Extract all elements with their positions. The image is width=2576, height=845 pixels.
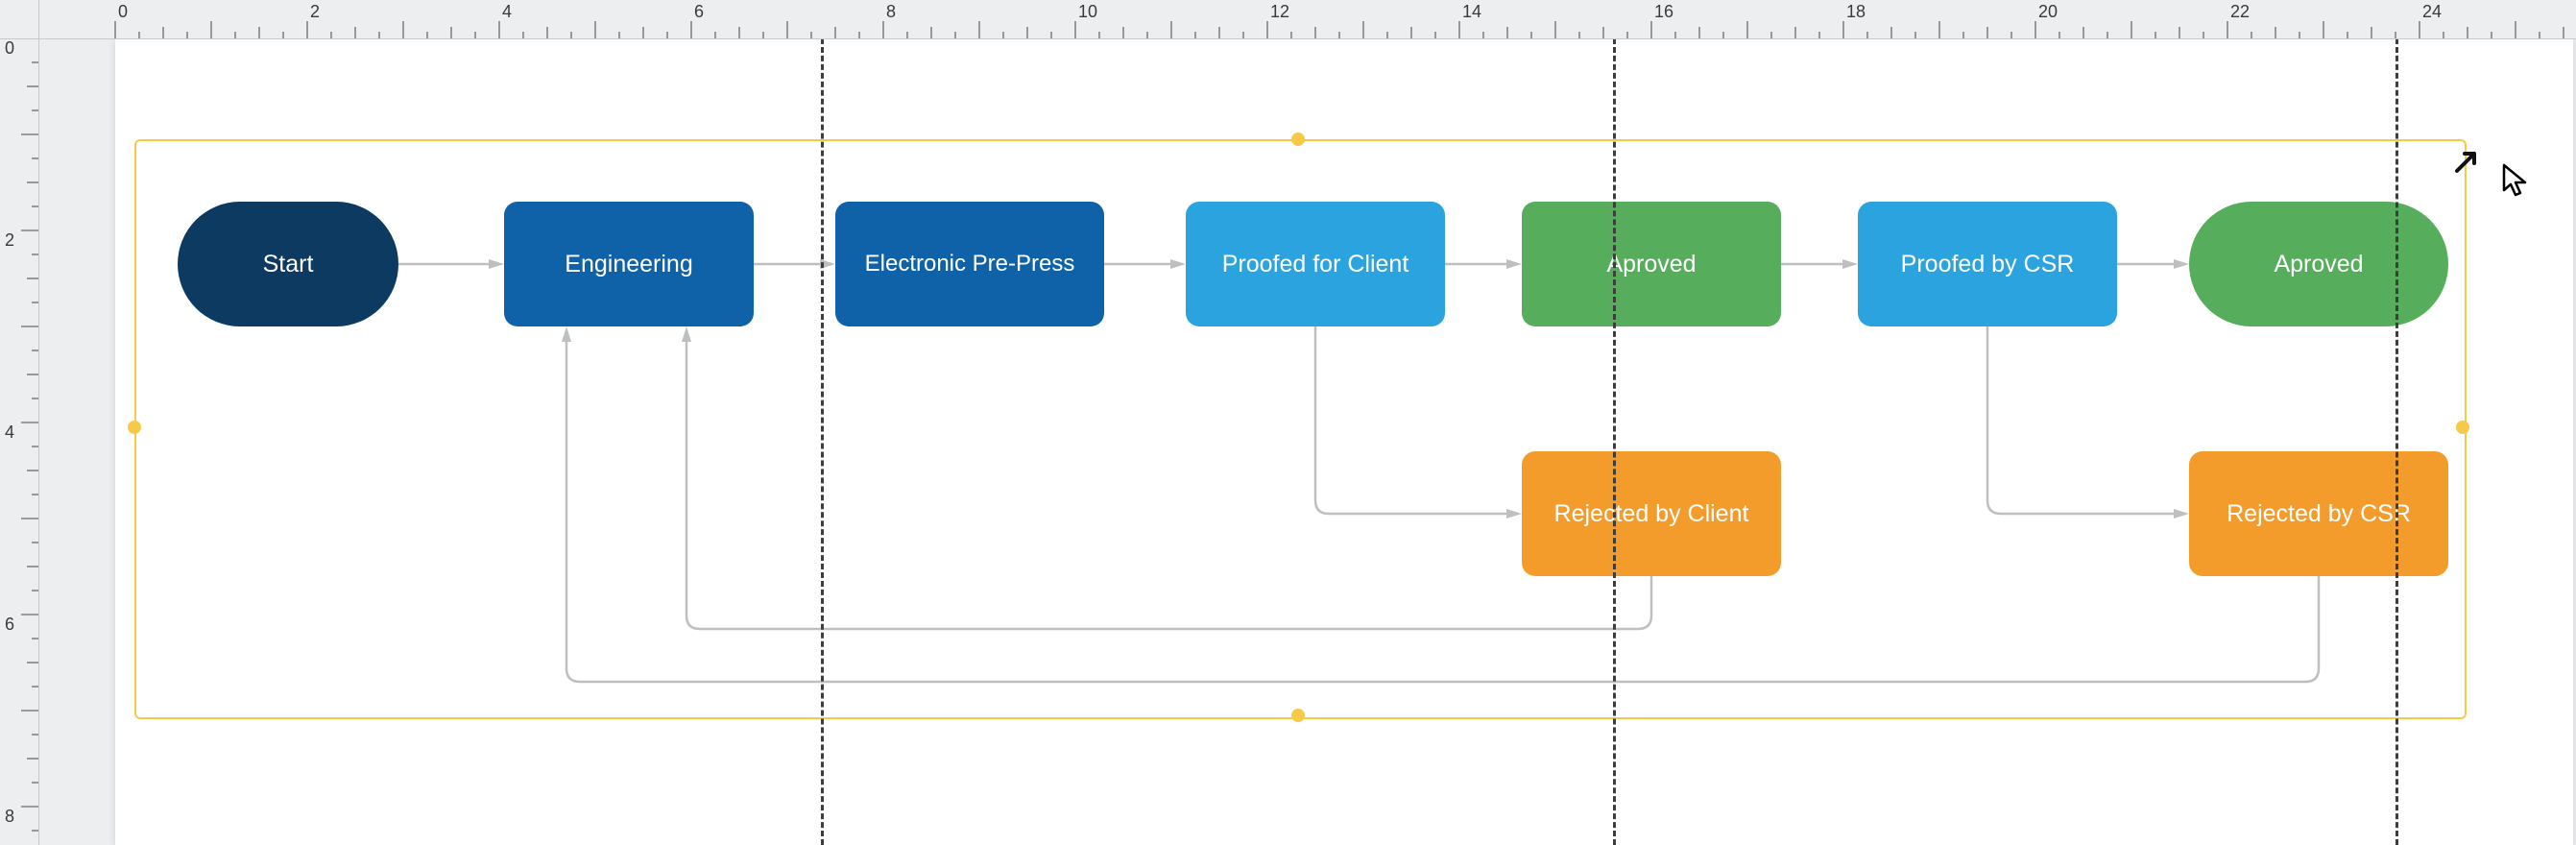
svg-text:4: 4 (5, 422, 14, 442)
flow-node-label: Rejected by Client (1554, 500, 1749, 528)
svg-text:6: 6 (5, 615, 14, 634)
svg-text:14: 14 (1462, 2, 1481, 21)
flow-node-label: Proofed by CSR (1901, 251, 2075, 278)
flow-node-label: Rejected by CSR (2227, 500, 2411, 528)
guide-line[interactable] (1613, 38, 1616, 845)
ruler-corner (0, 0, 39, 39)
svg-text:8: 8 (886, 2, 896, 21)
svg-text:2: 2 (5, 230, 14, 250)
flow-node-approve2[interactable]: Aproved (2189, 202, 2448, 326)
flow-node-rclient[interactable]: Rejected by Client (1522, 451, 1781, 576)
svg-text:20: 20 (2038, 2, 2058, 21)
svg-text:10: 10 (1078, 2, 1097, 21)
svg-text:22: 22 (2230, 2, 2250, 21)
flow-node-label: Aproved (1606, 251, 1696, 278)
svg-text:0: 0 (118, 2, 128, 21)
svg-text:2: 2 (310, 2, 320, 21)
svg-text:0: 0 (5, 38, 14, 58)
flow-node-label: Aproved (2274, 251, 2363, 278)
flow-node-start[interactable]: Start (178, 202, 398, 326)
flow-node-eng[interactable]: Engineering (504, 202, 754, 326)
flow-node-approve1[interactable]: Aproved (1522, 202, 1781, 326)
flow-node-label: Engineering (565, 251, 692, 278)
flow-node-epp[interactable]: Electronic Pre-Press (835, 202, 1104, 326)
vertical-ruler[interactable]: 0 2 4 6 8 (0, 0, 39, 845)
page-sheet[interactable] (115, 38, 2573, 845)
svg-text:6: 6 (694, 2, 704, 21)
svg-text:12: 12 (1270, 2, 1289, 21)
svg-text:8: 8 (5, 807, 14, 826)
rotate-handle-icon[interactable] (2451, 144, 2484, 177)
flow-node-rcsr[interactable]: Rejected by CSR (2189, 451, 2448, 576)
flow-node-pcsr[interactable]: Proofed by CSR (1858, 202, 2117, 326)
guide-line[interactable] (2395, 38, 2398, 845)
guide-line[interactable] (821, 38, 824, 845)
flow-node-label: Electronic Pre-Press (865, 251, 1075, 278)
svg-text:4: 4 (502, 2, 512, 21)
svg-text:24: 24 (2422, 2, 2442, 21)
flow-node-pclient[interactable]: Proofed for Client (1186, 202, 1445, 326)
svg-text:16: 16 (1654, 2, 1673, 21)
flow-node-label: Proofed for Client (1222, 251, 1409, 278)
svg-text:18: 18 (1846, 2, 1866, 21)
canvas-stage[interactable]: Start Engineering Electronic Pre-Press Proo… (0, 0, 2576, 845)
horizontal-ruler[interactable]: 024681012141618202224 (0, 0, 2576, 39)
flow-node-label: Start (263, 251, 314, 278)
